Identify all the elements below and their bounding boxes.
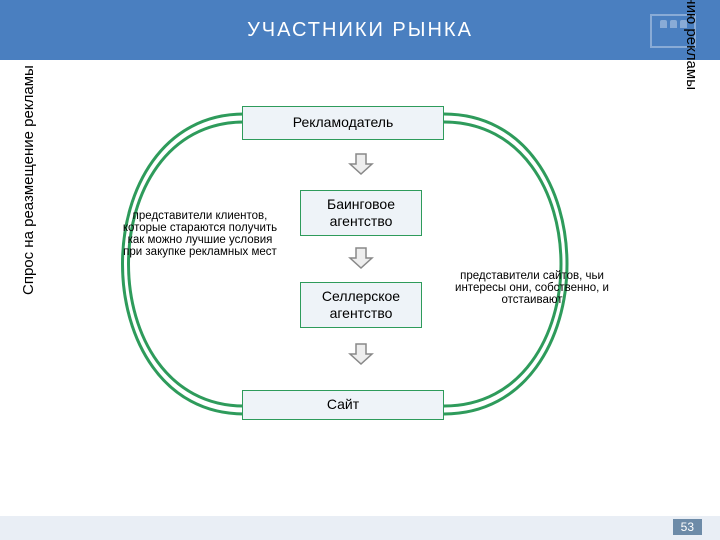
down-arrow-1 bbox=[348, 152, 374, 176]
down-arrow-3 bbox=[348, 342, 374, 366]
down-arrow-2 bbox=[348, 246, 374, 270]
box-seller-agency: Селлерское агентство bbox=[300, 282, 422, 328]
slide: УЧАСТНИКИ РЫНКА Спрос на реазмещение рек… bbox=[0, 0, 720, 540]
box-advertiser: Рекламодатель bbox=[242, 106, 444, 140]
page-title: УЧАСТНИКИ РЫНКА bbox=[247, 19, 473, 42]
page-footer: 53 bbox=[0, 516, 720, 540]
header-bar: УЧАСТНИКИ РЫНКА bbox=[0, 0, 720, 60]
diagram-canvas: Спрос на реазмещение рекламы Предложение… bbox=[0, 60, 720, 510]
box-site: Сайт bbox=[242, 390, 444, 420]
note-buying: представители клиентов, которые стараютс… bbox=[120, 210, 280, 258]
note-seller: представители сайтов, чьи интересы они, … bbox=[448, 270, 616, 306]
page-number: 53 bbox=[673, 519, 702, 535]
box-buying-agency: Баинговое агентство bbox=[300, 190, 422, 236]
